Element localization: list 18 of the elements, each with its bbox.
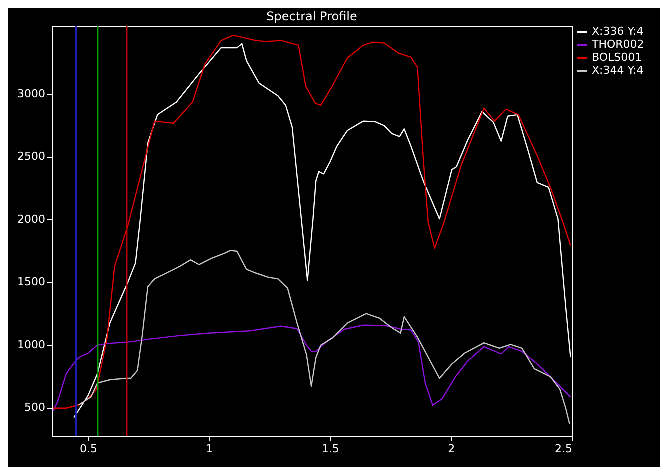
y-tick-label: 3000 [18, 87, 46, 100]
x-tick-label: 2.5 [555, 442, 572, 456]
y-tick-label: 500 [24, 401, 46, 414]
x-tick-label: 0.5 [80, 442, 98, 456]
line-series [52, 324, 572, 412]
x-tick-label: 1.5 [322, 442, 340, 456]
x-tick-label: 2 [448, 442, 456, 456]
y-tick-label: 1000 [18, 338, 46, 352]
chart-title: Spectral Profile [266, 9, 358, 24]
y-tick-label: 2000 [18, 212, 46, 226]
x-tick-label: 1 [206, 442, 214, 456]
legend-label: THOR002 [591, 38, 644, 51]
y-tick-label: 1500 [18, 276, 46, 289]
legend-label: X:336 Y:4 [592, 25, 644, 38]
y-tick-label: 2500 [18, 150, 46, 164]
legend-label: X:344 Y:4 [592, 64, 644, 77]
line-series [78, 250, 570, 425]
legend-label: BOLS001 [592, 51, 642, 64]
